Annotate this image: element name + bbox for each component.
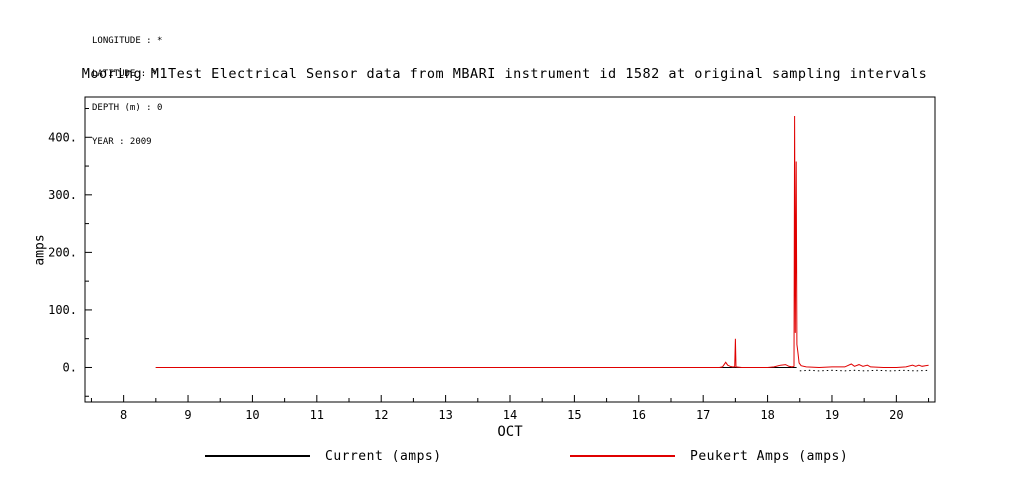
- x-tick-label: 11: [310, 408, 324, 422]
- x-tick-label: 13: [438, 408, 452, 422]
- x-tick-label: 16: [632, 408, 646, 422]
- metadata-latitude: LATITUDE : *: [92, 69, 158, 80]
- chart-title: Mooring M1Test Electrical Sensor data fr…: [81, 66, 928, 82]
- y-tick-label: 300.: [48, 188, 77, 202]
- x-tick-label: 12: [374, 408, 388, 422]
- legend-item-peukert: Peukert Amps (amps): [570, 448, 849, 464]
- legend-label-peukert: Peukert Amps (amps): [690, 448, 849, 464]
- x-tick-label: 9: [184, 408, 191, 422]
- plot-border: [84, 96, 936, 403]
- x-tick-label: 19: [825, 408, 839, 422]
- series-line-1: [799, 369, 929, 372]
- x-tick-label: 14: [503, 408, 517, 422]
- x-tick-label: 15: [567, 408, 581, 422]
- y-tick-label: 400.: [48, 130, 77, 144]
- x-tick-label: 18: [760, 408, 774, 422]
- legend-line-current: [205, 455, 310, 457]
- legend-label-current: Current (amps): [325, 448, 442, 464]
- x-axis-label: OCT: [497, 424, 523, 440]
- metadata-depth: DEPTH (m) : 0: [92, 103, 163, 113]
- metadata-year: YEAR : 2009: [92, 136, 152, 147]
- legend-item-current: Current (amps): [205, 448, 442, 464]
- legend-line-peukert: [570, 455, 675, 457]
- series-line-2: [155, 115, 929, 369]
- y-tick-label: 100.: [48, 303, 77, 317]
- x-tick-label: 20: [889, 408, 903, 422]
- y-tick-label: 200.: [48, 245, 77, 259]
- metadata-block: LONGITUDE : * LATITUDE : * DEPTH (m) : 0…: [92, 13, 162, 171]
- x-tick-label: 17: [696, 408, 710, 422]
- y-tick-label: 0.: [63, 360, 77, 374]
- metadata-longitude: LONGITUDE : *: [92, 35, 163, 46]
- x-tick-label: 8: [120, 408, 127, 422]
- x-tick-label: 10: [245, 408, 259, 422]
